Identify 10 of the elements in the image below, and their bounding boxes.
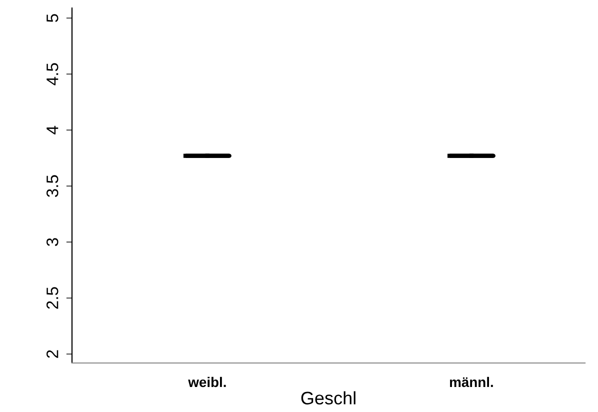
- y-tick-label: 5: [46, 14, 58, 22]
- y-tick-label: 3: [46, 238, 58, 246]
- x-tick-label: weibl.: [188, 376, 226, 388]
- y-tick-label: 4.5: [46, 63, 58, 86]
- y-tick-label: 3.5: [46, 175, 58, 198]
- x-axis-title: Geschl: [301, 391, 356, 404]
- y-tick-label: 4: [46, 126, 58, 134]
- y-tick-label: 2.5: [46, 287, 58, 309]
- y-tick-label: 2: [46, 350, 58, 358]
- x-tick-label: männl.: [450, 376, 493, 388]
